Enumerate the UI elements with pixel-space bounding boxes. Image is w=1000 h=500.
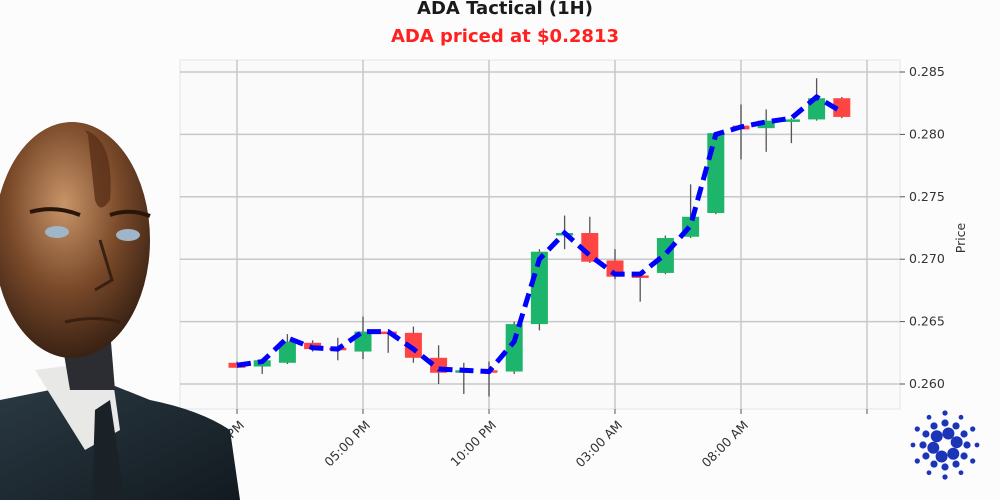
y-axis-ticks: 0.285 0.280 0.275 0.270 0.265 0.260 <box>900 64 945 391</box>
x-tick-label: 05:00 PM <box>321 418 373 470</box>
moving-average-line <box>236 93 844 375</box>
candle <box>505 324 523 372</box>
y-tick-label: 0.280 <box>909 126 945 141</box>
candle <box>757 120 775 129</box>
cardano-logo-icon <box>910 410 980 480</box>
candle <box>782 119 800 122</box>
chart-title: ADA Tactical (1H) <box>417 0 593 19</box>
x-tick-label: 08:00 AM <box>699 418 752 471</box>
y-axis-label: Price <box>953 222 968 253</box>
candle <box>404 332 422 358</box>
candle <box>656 237 674 273</box>
y-tick-label: 0.260 <box>909 376 945 391</box>
y-tick-label: 0.275 <box>909 189 945 204</box>
price-subtitle: ADA priced at $0.2813 <box>390 26 620 47</box>
y-tick-label: 0.265 <box>909 314 945 329</box>
candles <box>228 78 851 397</box>
x-tick-label: 10:00 PM <box>447 418 499 470</box>
candle <box>278 341 296 363</box>
candle <box>530 251 548 325</box>
y-tick-label: 0.270 <box>909 251 945 266</box>
y-tick-label: 0.285 <box>909 64 945 79</box>
x-tick-label: 03:00 AM <box>573 418 626 471</box>
android-portrait-image <box>0 122 240 500</box>
candle <box>707 133 725 214</box>
candle <box>833 98 851 117</box>
